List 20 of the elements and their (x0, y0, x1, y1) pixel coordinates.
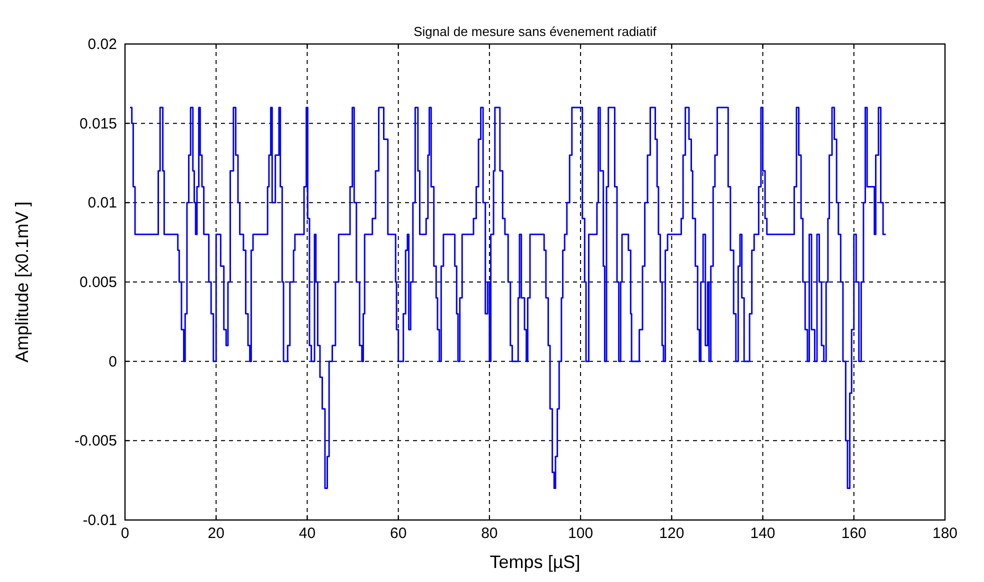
y-tick-label: 0.01 (88, 194, 117, 212)
x-tick-label: 60 (390, 525, 407, 542)
x-tick-label: 180 (932, 525, 958, 542)
x-axis-title: Temps [µS] (490, 552, 580, 572)
x-tick-label: 100 (568, 525, 594, 542)
y-tick-label: 0.005 (79, 274, 117, 291)
x-tick-label: 40 (298, 525, 316, 542)
x-tick-label: 20 (208, 525, 224, 542)
chart-title: Signal de mesure sans évenement radiatif (414, 24, 657, 39)
y-tick-label: 0 (108, 353, 117, 370)
x-tick-label: 0 (120, 525, 130, 542)
x-tick-label: 160 (841, 525, 866, 542)
y-tick-label: -0.01 (82, 512, 117, 529)
x-tick-label: 80 (481, 525, 498, 542)
x-tick-label: 140 (750, 525, 776, 542)
y-tick-label: 0.015 (79, 115, 117, 132)
y-tick-label: 0.02 (88, 36, 117, 53)
y-axis-title: Amplitude [x0.1mV ] (12, 201, 32, 363)
y-tick-label: -0.005 (74, 432, 117, 450)
x-tick-label: 120 (659, 525, 684, 542)
